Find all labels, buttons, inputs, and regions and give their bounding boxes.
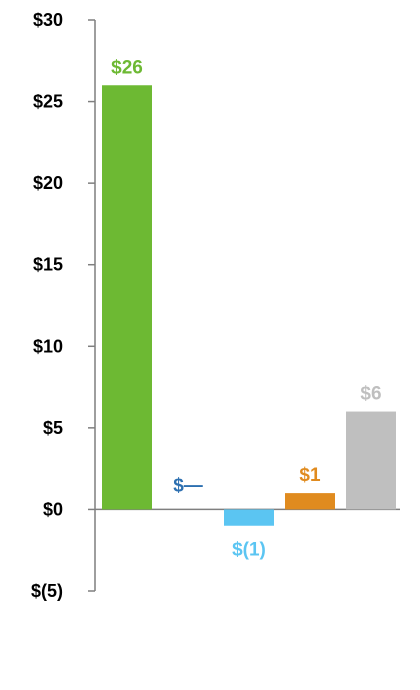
y-tick-label: $15: [33, 255, 63, 275]
bar: [285, 493, 335, 510]
data-label: $—: [173, 475, 203, 496]
data-label: $26: [111, 57, 143, 78]
y-tick-label: $25: [33, 92, 63, 112]
bars-group: [102, 85, 396, 526]
bar: [346, 411, 396, 510]
data-label: $1: [299, 465, 321, 486]
y-tick-label: $10: [33, 336, 63, 356]
bar: [102, 85, 152, 510]
data-label: $(1): [232, 540, 266, 561]
y-tick-label: $20: [33, 173, 63, 193]
data-label: $6: [360, 384, 381, 405]
axes-group: $30 $25 $20 $15 $10 $5 $0 $(5): [31, 10, 400, 601]
y-tick-label: $0: [43, 499, 63, 519]
y-tick-label: $(5): [31, 581, 63, 601]
bar: [224, 509, 274, 526]
y-tick-label: $30: [33, 10, 63, 30]
y-tick-label: $5: [43, 418, 63, 438]
labels-group: $26 $— $(1) $1 $6: [111, 57, 381, 560]
